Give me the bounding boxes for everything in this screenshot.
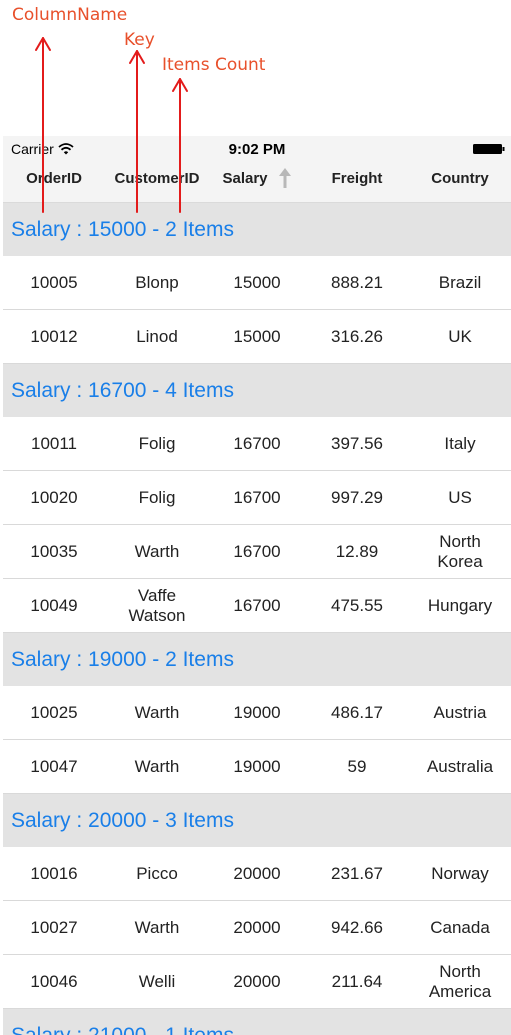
cell-orderid: 10027 bbox=[30, 917, 78, 937]
cell-orderid: 10035 bbox=[30, 541, 78, 561]
cell-salary: 16700 bbox=[233, 433, 281, 453]
cell-customerid: Folig bbox=[138, 433, 176, 453]
table-row[interactable]: 10011 Folig 16700 397.56 Italy bbox=[3, 417, 511, 471]
cell-orderid: 10011 bbox=[30, 433, 77, 453]
cell-orderid: 10005 bbox=[30, 272, 78, 292]
annotation-items-count: Items Count bbox=[162, 55, 266, 75]
cell-salary: 16700 bbox=[233, 541, 281, 561]
cell-orderid: 10046 bbox=[30, 971, 78, 991]
cell-country: North Korea bbox=[437, 531, 483, 571]
cell-orderid: 10012 bbox=[30, 326, 78, 346]
cell-customerid: Warth bbox=[134, 541, 180, 561]
group-caption-row[interactable]: Salary : 16700 - 4 Items bbox=[3, 364, 511, 417]
cell-country: Hungary bbox=[427, 595, 493, 615]
cell-salary: 19000 bbox=[233, 756, 281, 776]
table-row[interactable]: 10012 Linod 15000 316.26 UK bbox=[3, 310, 511, 364]
group-caption: Salary : 16700 - 4 Items bbox=[11, 378, 234, 402]
cell-freight: 211.64 bbox=[331, 971, 383, 991]
group-caption: Salary : 15000 - 2 Items bbox=[11, 217, 234, 241]
cell-country: Brazil bbox=[438, 272, 482, 292]
column-header-country[interactable]: Country bbox=[431, 169, 489, 187]
cell-salary: 20000 bbox=[233, 863, 281, 883]
cell-customerid: Picco bbox=[136, 863, 178, 883]
battery-icon bbox=[473, 144, 505, 154]
column-header-salary[interactable]: Salary bbox=[209, 167, 305, 189]
group-caption: Salary : 19000 - 2 Items bbox=[11, 647, 234, 671]
cell-country: Italy bbox=[444, 433, 476, 453]
cell-freight: 888.21 bbox=[331, 272, 383, 292]
cell-country: US bbox=[448, 487, 472, 507]
cell-freight: 997.29 bbox=[331, 487, 383, 507]
cell-orderid: 10047 bbox=[30, 756, 78, 776]
cell-customerid: Warth bbox=[134, 756, 180, 776]
wifi-icon bbox=[58, 143, 74, 155]
cell-orderid: 10049 bbox=[30, 595, 78, 615]
cell-country: Australia bbox=[426, 756, 494, 776]
cell-country: Canada bbox=[430, 917, 490, 937]
group-caption-row[interactable]: Salary : 21000 - 1 Items bbox=[3, 1009, 511, 1035]
group-caption-row[interactable]: Salary : 15000 - 2 Items bbox=[3, 203, 511, 256]
cell-salary: 20000 bbox=[233, 971, 281, 991]
table-row[interactable]: 10035 Warth 16700 12.89 North Korea bbox=[3, 525, 511, 579]
cell-salary: 15000 bbox=[233, 272, 281, 292]
group-caption-row[interactable]: Salary : 19000 - 2 Items bbox=[3, 633, 511, 686]
table-row[interactable]: 10016 Picco 20000 231.67 Norway bbox=[3, 847, 511, 901]
annotation-column-name: ColumnName bbox=[12, 5, 128, 25]
group-caption-row[interactable]: Salary : 20000 - 3 Items bbox=[3, 794, 511, 847]
table-row[interactable]: 10047 Warth 19000 59 Australia bbox=[3, 740, 511, 794]
cell-customerid: Welli bbox=[138, 971, 176, 991]
cell-customerid: Linod bbox=[136, 326, 178, 346]
cell-customerid: Folig bbox=[138, 487, 176, 507]
table-row[interactable]: 10005 Blonp 15000 888.21 Brazil bbox=[3, 256, 511, 310]
cell-customerid: Warth bbox=[134, 702, 180, 722]
cell-freight: 397.56 bbox=[331, 433, 383, 453]
cell-freight: 12.89 bbox=[335, 541, 379, 561]
cell-freight: 59 bbox=[347, 756, 367, 776]
table-row[interactable]: 10027 Warth 20000 942.66 Canada bbox=[3, 901, 511, 955]
table-row[interactable]: 10020 Folig 16700 997.29 US bbox=[3, 471, 511, 525]
column-headers: OrderID CustomerID Salary Freight Countr… bbox=[3, 160, 511, 196]
grid-body: Salary : 15000 - 2 Items 10005 Blonp 15000 8… bbox=[3, 203, 511, 1035]
cell-country: North America bbox=[428, 961, 492, 1001]
table-row[interactable]: 10046 Welli 20000 211.64 North America bbox=[3, 955, 511, 1009]
phone-screen: Carrier 9:02 PM OrderID CustomerID Salar… bbox=[3, 136, 511, 1035]
table-row[interactable]: 10049 Vaffe Watson 16700 475.55 Hungary bbox=[3, 579, 511, 633]
cell-country: Austria bbox=[433, 702, 487, 722]
cell-country: Norway bbox=[431, 863, 489, 883]
cell-salary: 20000 bbox=[233, 917, 281, 937]
group-caption: Salary : 20000 - 3 Items bbox=[11, 808, 234, 832]
table-row[interactable]: 10025 Warth 19000 486.17 Austria bbox=[3, 686, 511, 740]
annotation-key: Key bbox=[124, 30, 155, 50]
cell-orderid: 10025 bbox=[30, 702, 78, 722]
cell-customerid: Vaffe Watson bbox=[128, 585, 186, 625]
cell-customerid: Warth bbox=[134, 917, 180, 937]
cell-orderid: 10016 bbox=[30, 863, 78, 883]
grid-header: Carrier 9:02 PM OrderID CustomerID Salar… bbox=[3, 136, 511, 203]
cell-freight: 231.67 bbox=[331, 863, 383, 883]
cell-freight: 486.17 bbox=[331, 702, 383, 722]
cell-freight: 942.66 bbox=[331, 917, 383, 937]
annotation-layer: ColumnName Key Items Count bbox=[0, 0, 511, 140]
cell-country: UK bbox=[448, 326, 472, 346]
arrow-up-icon bbox=[278, 168, 291, 188]
cell-freight: 475.55 bbox=[331, 595, 383, 615]
status-bar: Carrier 9:02 PM bbox=[3, 136, 511, 158]
cell-salary: 15000 bbox=[233, 326, 281, 346]
cell-freight: 316.26 bbox=[331, 326, 383, 346]
group-caption: Salary : 21000 - 1 Items bbox=[11, 1023, 234, 1035]
cell-salary: 16700 bbox=[233, 595, 281, 615]
cell-salary: 16700 bbox=[233, 487, 281, 507]
cell-orderid: 10020 bbox=[30, 487, 78, 507]
column-header-freight[interactable]: Freight bbox=[331, 169, 383, 187]
column-header-orderid[interactable]: OrderID bbox=[26, 169, 82, 187]
cell-customerid: Blonp bbox=[135, 272, 179, 292]
column-header-customerid[interactable]: CustomerID bbox=[114, 169, 200, 187]
status-time: 9:02 PM bbox=[228, 141, 286, 158]
cell-salary: 19000 bbox=[233, 702, 281, 722]
